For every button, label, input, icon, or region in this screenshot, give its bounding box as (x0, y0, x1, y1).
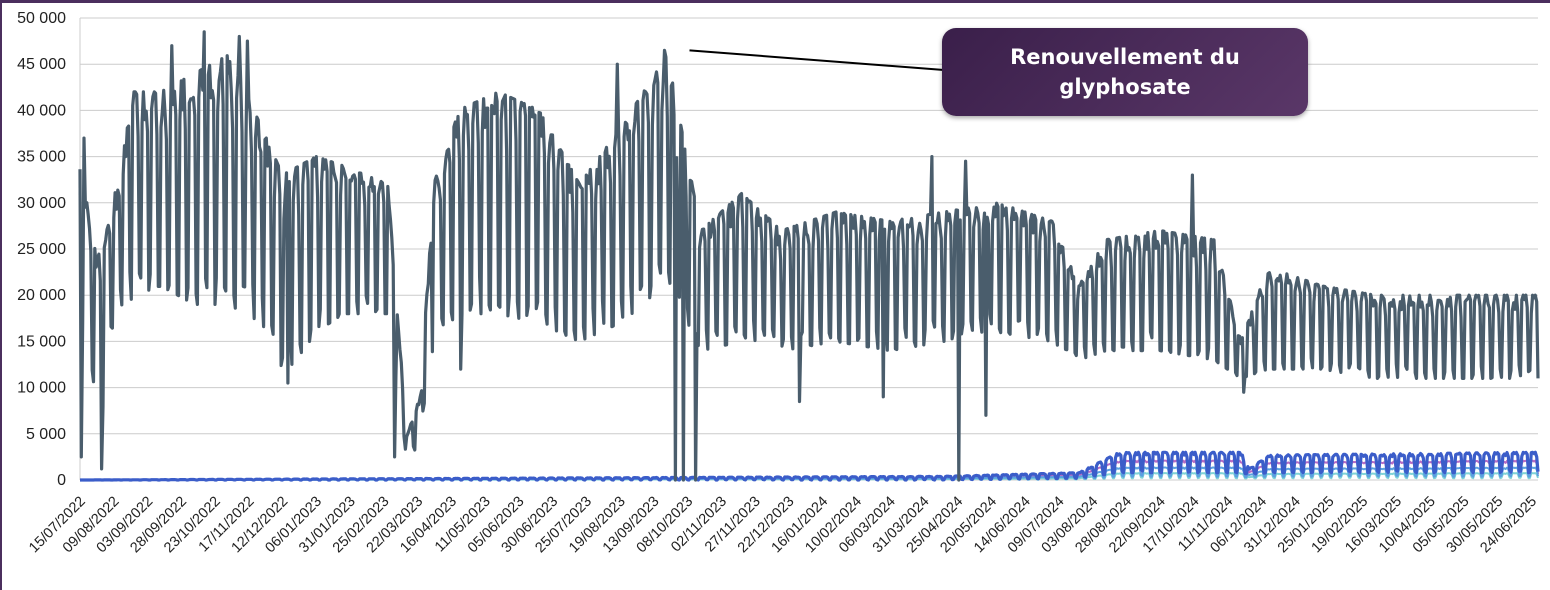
annotation-text: Renouvellement du glyphosate (1010, 45, 1240, 99)
x-axis-ticks: 15/07/202209/08/202203/09/202228/09/2022… (26, 494, 1540, 557)
y-tick-label: 35 000 (17, 149, 66, 166)
secondary-series-line (79, 450, 1540, 482)
secondary-series-lines (79, 450, 1540, 482)
y-tick-label: 5 000 (26, 426, 66, 443)
y-tick-label: 0 (57, 472, 66, 489)
y-tick-label: 25 000 (17, 241, 66, 258)
annotation-callout: Renouvellement du glyphosate (942, 28, 1308, 116)
y-tick-label: 30 000 (17, 195, 66, 212)
y-tick-label: 15 000 (17, 333, 66, 350)
y-tick-label: 50 000 (17, 10, 66, 27)
y-tick-label: 10 000 (17, 380, 66, 397)
y-tick-label: 20 000 (17, 287, 66, 304)
y-axis-ticks: 0 5 000 10 000 15 000 20 000 25 000 30 000 35 0… (17, 10, 66, 489)
y-tick-label: 45 000 (17, 56, 66, 73)
y-tick-label: 40 000 (17, 102, 66, 119)
main-series-line (78, 30, 1540, 482)
annotation-leader-line (689, 49, 945, 71)
